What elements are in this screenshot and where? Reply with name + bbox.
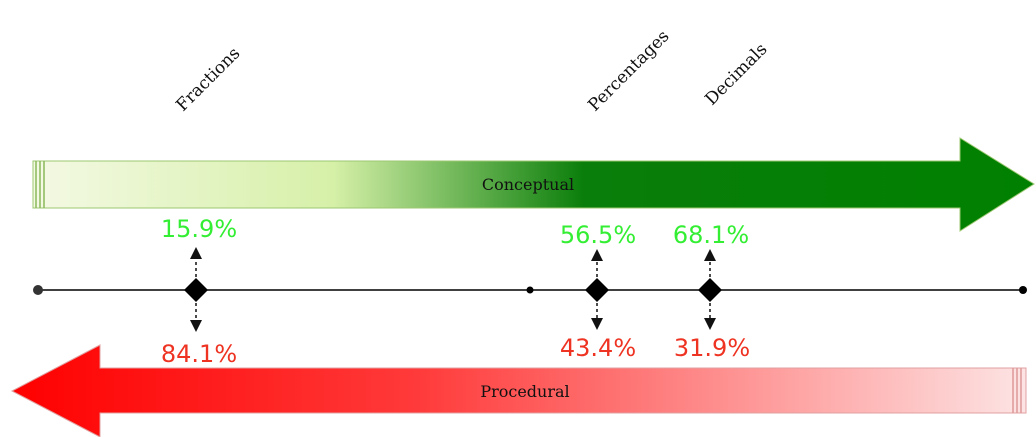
axis [33, 285, 1027, 295]
procedural-arrow: Procedural [10, 344, 1027, 437]
axis-mid-point [526, 286, 534, 294]
axis-left-endpoint [33, 285, 43, 295]
marker-diamond-percentages [585, 278, 609, 302]
conceptual-pct-decimals: 68.1% [673, 221, 749, 249]
topic-label-decimals: Decimals [701, 39, 771, 109]
procedural-pct-fractions: 84.1% [161, 340, 237, 368]
marker-diamond-decimals [698, 278, 722, 302]
conceptual-arrow-body [32, 137, 1035, 232]
conceptual-arrow-label: Conceptual [482, 175, 574, 194]
axis-right-endpoint [1019, 286, 1027, 294]
topic-label-percentages: Percentages [584, 26, 673, 115]
conceptual-pct-percentages: 56.5% [560, 221, 636, 249]
procedural-arrow-label: Procedural [480, 382, 569, 401]
topic-label-fractions: Fractions [172, 44, 244, 116]
conceptual-pct-fractions: 15.9% [161, 215, 237, 243]
conceptual-arrow: Conceptual [32, 137, 1035, 232]
procedural-pct-decimals: 31.9% [674, 334, 750, 362]
procedural-arrow-body [10, 344, 1027, 437]
procedural-pct-percentages: 43.4% [560, 334, 636, 362]
marker-diamond-fractions [184, 278, 208, 302]
